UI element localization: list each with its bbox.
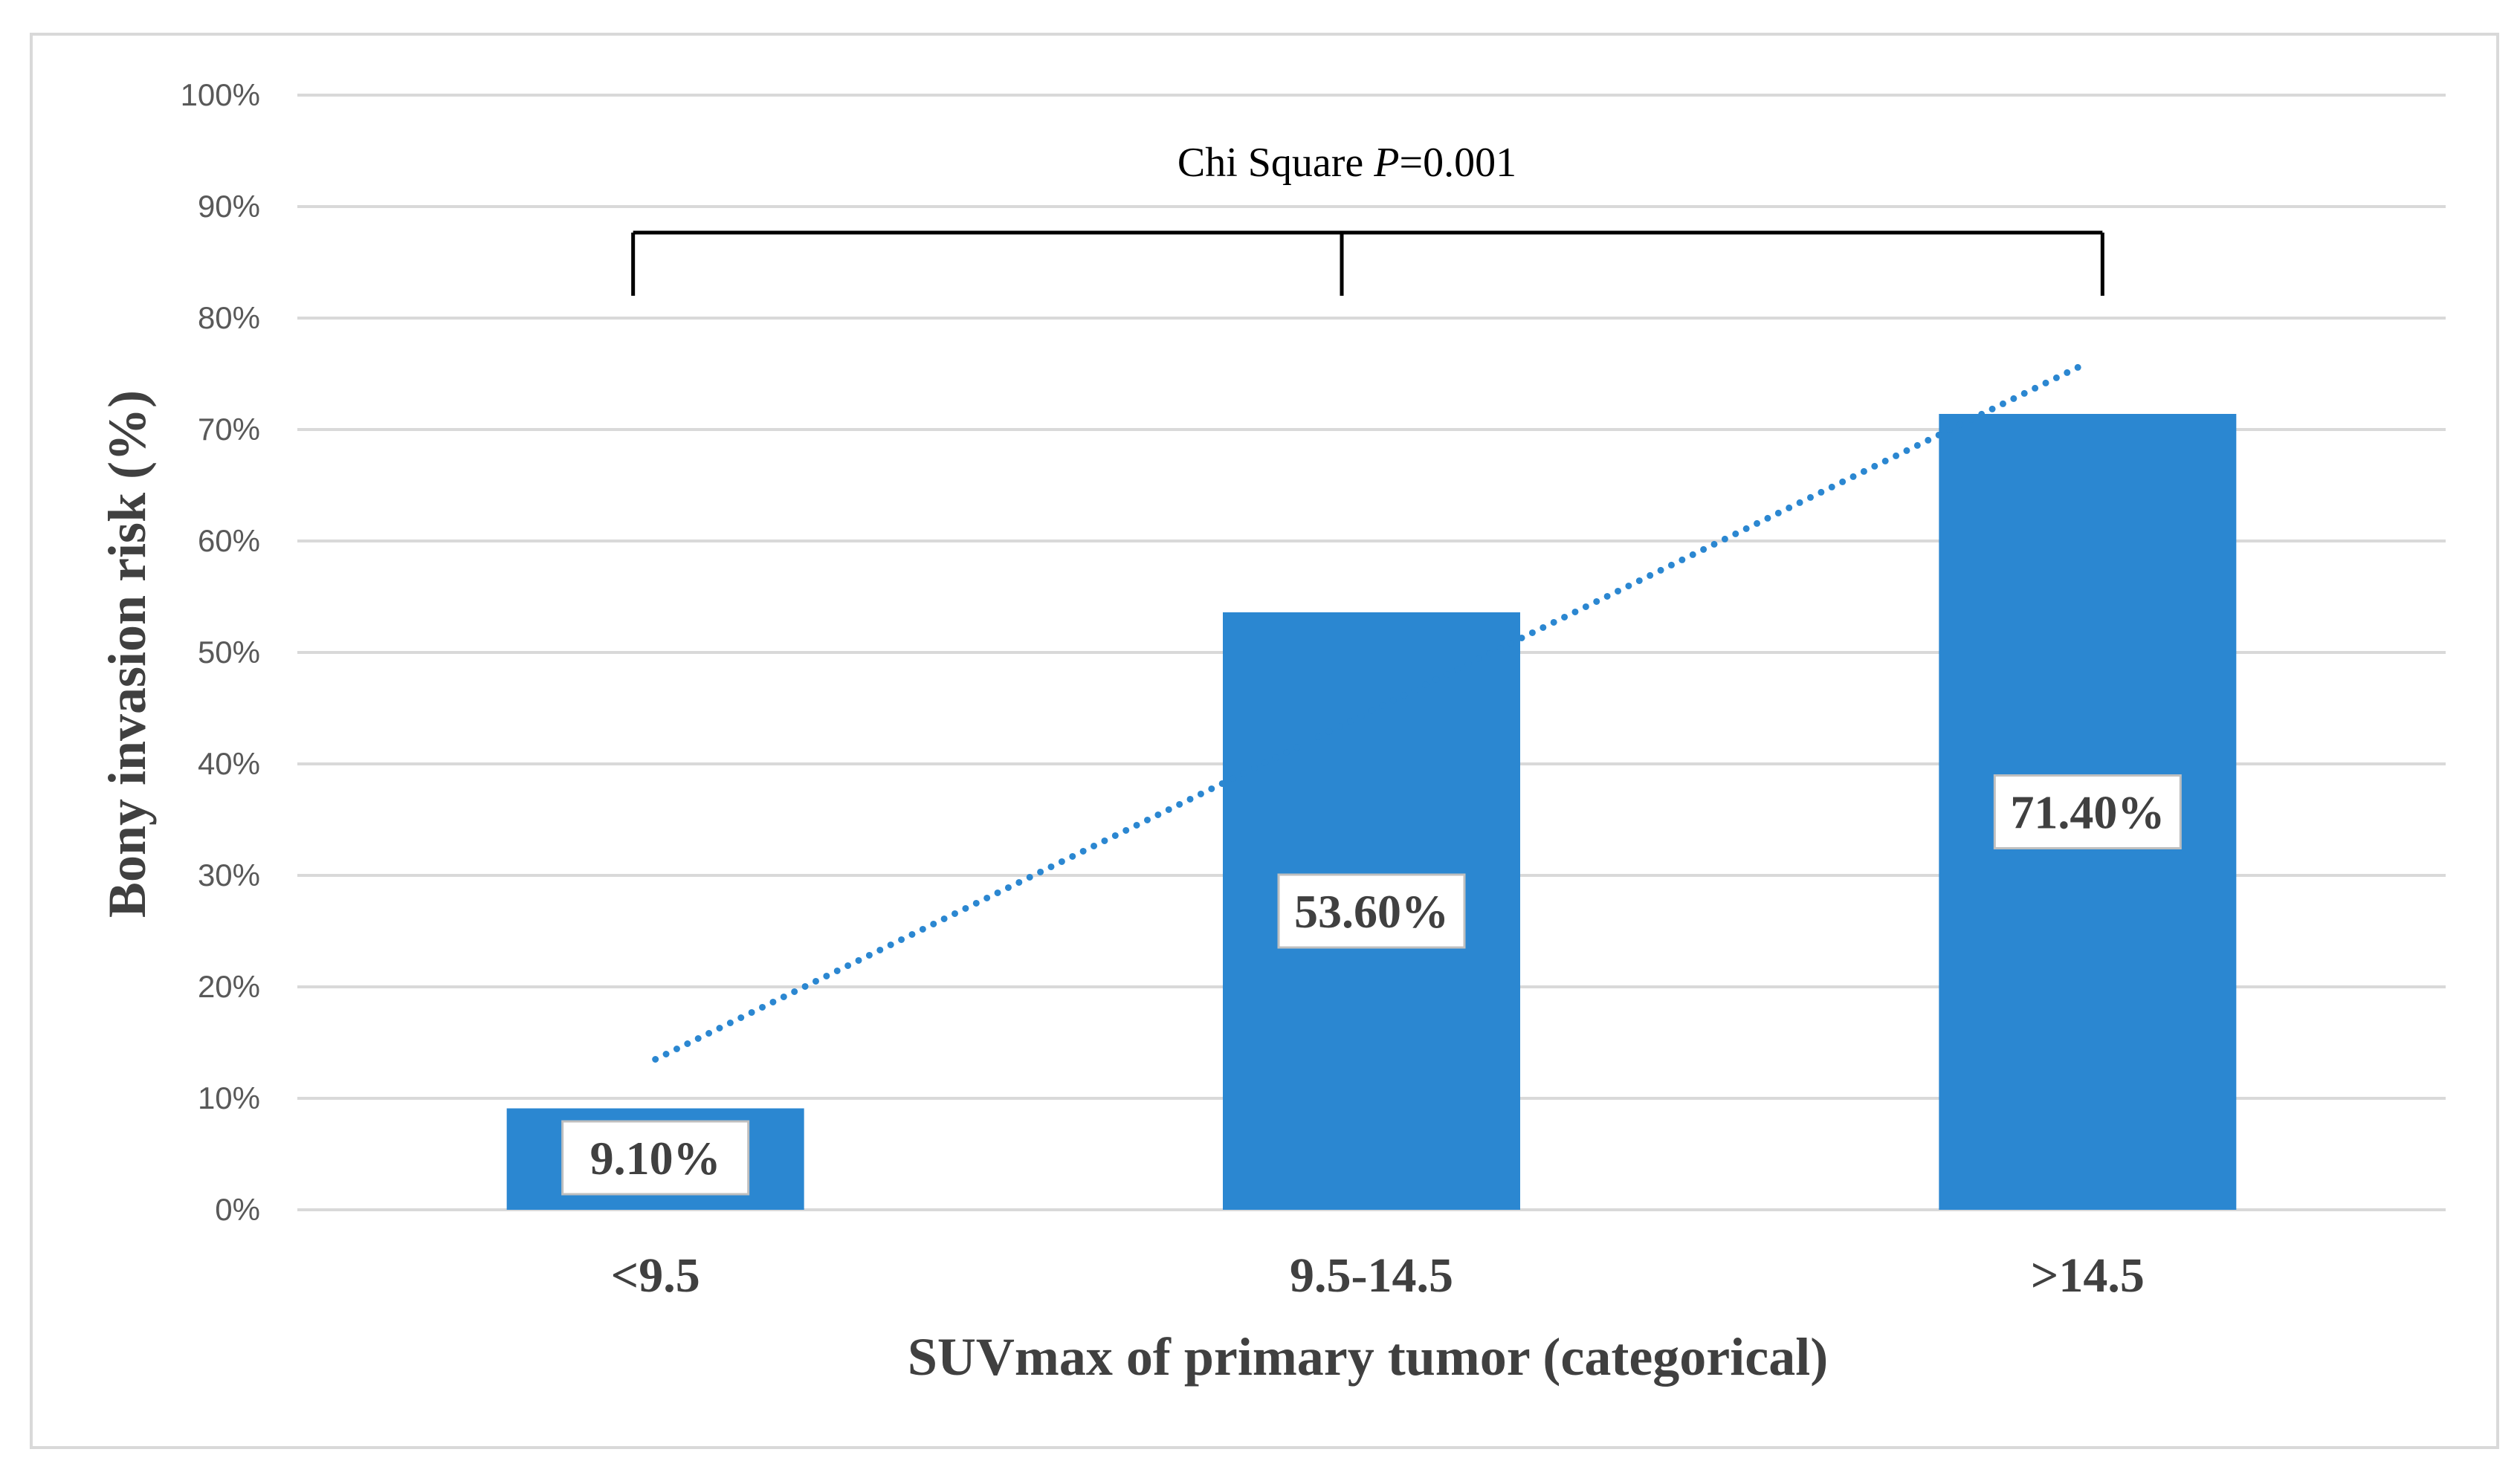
x-category-label: 9.5-14.5 [1290,1248,1453,1303]
data-label-box [1277,873,1466,949]
y-tick-label: 0% [215,1192,260,1227]
significance-bracket [631,230,2104,296]
y-tick-label: 20% [198,969,260,1004]
y-tick-label: 60% [198,523,260,558]
bars [506,414,2237,1210]
y-tick-label: 100% [181,77,260,112]
data-label-box [1993,774,2182,849]
y-tick-label: 80% [198,300,260,335]
y-tick-label: 50% [198,635,260,670]
x-category-label: <9.5 [611,1248,700,1303]
y-tick-label: 40% [198,746,260,781]
x-category-labels: <9.5 9.5-14.5 >14.5 [611,1248,2145,1303]
y-axis-title: Bony invasion risk (%) [97,390,157,918]
data-label: 53.60% [1294,885,1449,938]
data-label: 9.10% [590,1132,721,1185]
x-category-label: >14.5 [2031,1248,2145,1303]
trendline [652,359,2091,1063]
y-tick-label: 90% [198,189,260,224]
y-tick-label: 70% [198,412,260,447]
data-label: 71.40% [2010,786,2165,839]
trendline-line [652,359,2091,1063]
y-tick-label: 30% [198,858,260,892]
chi-square-annotation: Chi Square P=0.001 [1177,140,1516,186]
y-tick-labels: 0% 10% 20% 30% 40% 50% 60% 70% 80% 90% 100% [181,77,260,1227]
data-labels: 9.10% 53.60% 71.40% [561,774,2182,1196]
x-axis-title: SUVmax of primary tumor (categorical) [908,1327,1828,1387]
data-label-box [561,1120,750,1196]
y-tick-label: 10% [198,1080,260,1115]
